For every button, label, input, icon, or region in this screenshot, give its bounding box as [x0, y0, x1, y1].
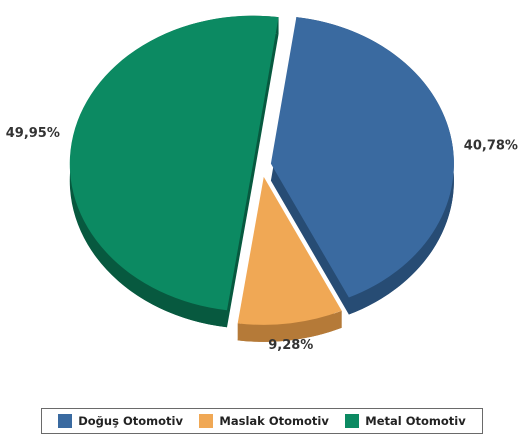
slice-dogus [270, 17, 454, 298]
legend-label-dogus: Doğuş Otomotiv [78, 414, 183, 428]
legend-label-maslak: Maslak Otomotiv [219, 414, 329, 428]
legend: Doğuş Otomotiv Maslak Otomotiv Metal Oto… [41, 408, 483, 434]
slice-labels: 40,78% 9,28% 49,95% [6, 126, 518, 353]
legend-swatch-dogus [58, 414, 73, 428]
slice-maslak [237, 176, 342, 325]
legend-swatch-metal [345, 414, 360, 428]
slice-label-maslak: 9,28% [268, 338, 313, 353]
slice-label-metal: 49,95% [6, 126, 60, 141]
slice-rim-maslak [237, 310, 342, 342]
slice-metal [69, 15, 279, 311]
legend-label-metal: Metal Otomotiv [365, 414, 466, 428]
legend-item-dogus: Doğuş Otomotiv [58, 414, 183, 428]
slice-tops [69, 15, 454, 325]
slice-label-dogus: 40,78% [464, 139, 518, 154]
legend-item-maslak: Maslak Otomotiv [199, 414, 329, 428]
legend-item-metal: Metal Otomotiv [345, 414, 466, 428]
legend-swatch-maslak [199, 414, 214, 428]
